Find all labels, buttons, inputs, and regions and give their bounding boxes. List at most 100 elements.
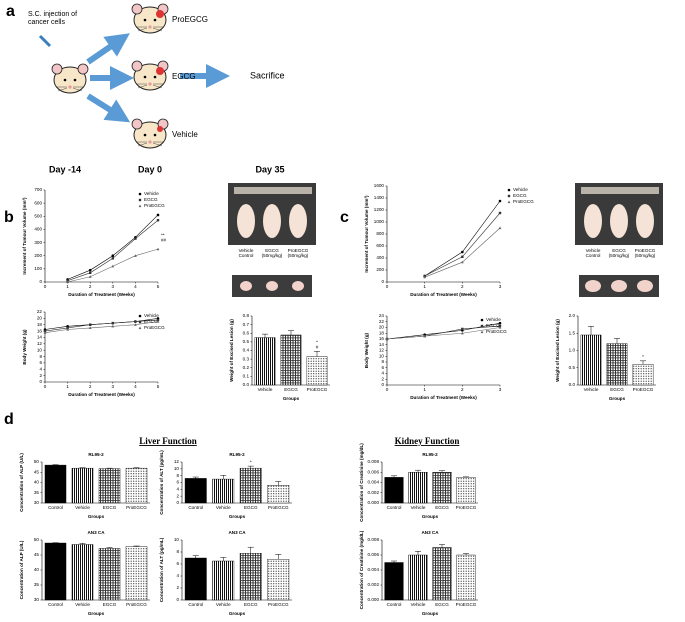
y-tick-label: 0.000 <box>368 500 380 505</box>
series-line <box>44 321 159 333</box>
y-tick-label: 600 <box>34 200 42 205</box>
legend-marker <box>507 200 511 204</box>
marker <box>111 264 115 268</box>
bar <box>306 356 328 386</box>
bar <box>125 467 148 504</box>
y-tick-label: 0.006 <box>368 469 380 474</box>
bar <box>44 464 67 504</box>
y-tick-label: 14 <box>379 342 385 347</box>
y-tick-label: 10 <box>379 353 385 358</box>
x-tick-label: Vehicle <box>216 505 231 510</box>
marker <box>66 280 69 284</box>
annotation: # <box>316 345 319 350</box>
x-tick-label: 2 <box>89 384 92 389</box>
x-tick-label: Vehicle <box>216 602 231 607</box>
x-tick-label: 3 <box>112 284 115 289</box>
y-tick-label: 4 <box>176 573 179 578</box>
series-line <box>386 327 501 340</box>
y-tick-label: 22 <box>37 309 43 314</box>
y-tick-label: 0.7 <box>243 322 250 327</box>
photo-caption: Vehicle <box>239 248 254 253</box>
panel-label: c <box>340 209 349 226</box>
mouse-icon <box>131 60 169 91</box>
bar <box>71 544 94 601</box>
marker <box>385 337 389 341</box>
marker <box>111 254 115 258</box>
x-tick-label: Control <box>48 602 63 607</box>
mouse-photo <box>289 204 307 238</box>
error-bar <box>640 360 646 365</box>
chart-title: RL95-2 <box>422 452 438 457</box>
marker <box>498 321 502 325</box>
group-label: ProEGCG <box>172 15 208 24</box>
y-tick-label: 10 <box>37 347 43 352</box>
x-tick-label: Control <box>48 505 63 510</box>
x-tick-label: Control <box>188 505 203 510</box>
legend-marker <box>138 204 142 208</box>
y-tick-label: 0 <box>381 382 384 387</box>
legend-marker <box>138 198 142 202</box>
x-tick-label: EGCG <box>103 505 117 510</box>
y-tick-label: 40 <box>34 480 40 485</box>
marker <box>156 318 160 322</box>
legend-marker <box>138 326 142 330</box>
y-tick-label: 8 <box>176 473 179 478</box>
day-label: Day 0 <box>138 164 162 174</box>
legend-label: ProEGCG <box>144 325 165 330</box>
marker <box>111 257 114 260</box>
y-tick-label: 800 <box>376 231 384 236</box>
bar <box>254 337 276 386</box>
y-tick-label: 0.004 <box>368 567 380 572</box>
chart: 0 24 6 8 10 12 Concentration of ALT (pg/mL) RL9… <box>159 450 292 519</box>
chart: 0.0 0.5 1.0 1.5 2.0 Weight of Excised Lesion … <box>555 313 656 401</box>
bar <box>98 468 121 504</box>
y-tick-label: 22 <box>379 319 385 324</box>
y-tick-label: 0.0 <box>243 382 250 387</box>
bar <box>267 485 290 504</box>
y-tick-label: 12 <box>174 459 180 464</box>
x-tick-label: Control <box>188 602 203 607</box>
legend-label: ProEGCG <box>144 203 165 208</box>
bar <box>432 472 452 504</box>
legend-marker <box>480 330 484 334</box>
bar <box>456 554 476 601</box>
y-tick-label: 8 <box>381 359 384 364</box>
marker <box>498 199 502 203</box>
marker <box>43 329 47 333</box>
x-axis-label: Groups <box>88 514 105 519</box>
x-axis-label: Groups <box>88 611 105 616</box>
legend-marker <box>138 192 142 196</box>
y-tick-label: 8 <box>39 354 42 359</box>
legend-marker <box>138 314 142 318</box>
lesion-photo <box>266 281 278 291</box>
error-bar <box>275 554 282 560</box>
photo-caption: Control <box>239 253 254 258</box>
legend-label: EGCG <box>486 323 500 328</box>
error-bar <box>288 330 294 335</box>
bar <box>408 554 428 601</box>
bar <box>432 547 452 601</box>
y-tick-label: 2 <box>39 373 42 378</box>
x-tick-label: ProEGCG <box>126 505 147 510</box>
bar <box>456 477 476 504</box>
x-axis-label: Duration of Treatment (Weeks) <box>68 392 135 397</box>
y-axis-label: Weight of Excised Lesion (g) <box>229 319 234 382</box>
y-tick-label: 20 <box>37 316 43 321</box>
bar <box>98 548 121 601</box>
mouse-photo <box>237 204 255 238</box>
chart: 0 100 200 300 400 500 600 700 Increment of Tumou… <box>22 187 166 297</box>
chart-title: RL95-2 <box>88 452 104 457</box>
bar <box>184 557 207 601</box>
legend-label: EGCG <box>144 197 158 202</box>
legend-label: Vehicle <box>144 313 159 318</box>
y-tick-label: 0 <box>381 279 384 284</box>
marker <box>43 331 47 334</box>
y-tick-label: 6 <box>39 360 42 365</box>
marker <box>461 255 464 258</box>
marker <box>88 326 92 330</box>
x-axis-label: Groups <box>229 611 246 616</box>
legend-label: Vehicle <box>513 187 528 192</box>
y-tick-label: 2 <box>176 585 179 590</box>
x-tick-label: Vehicle <box>584 387 599 392</box>
